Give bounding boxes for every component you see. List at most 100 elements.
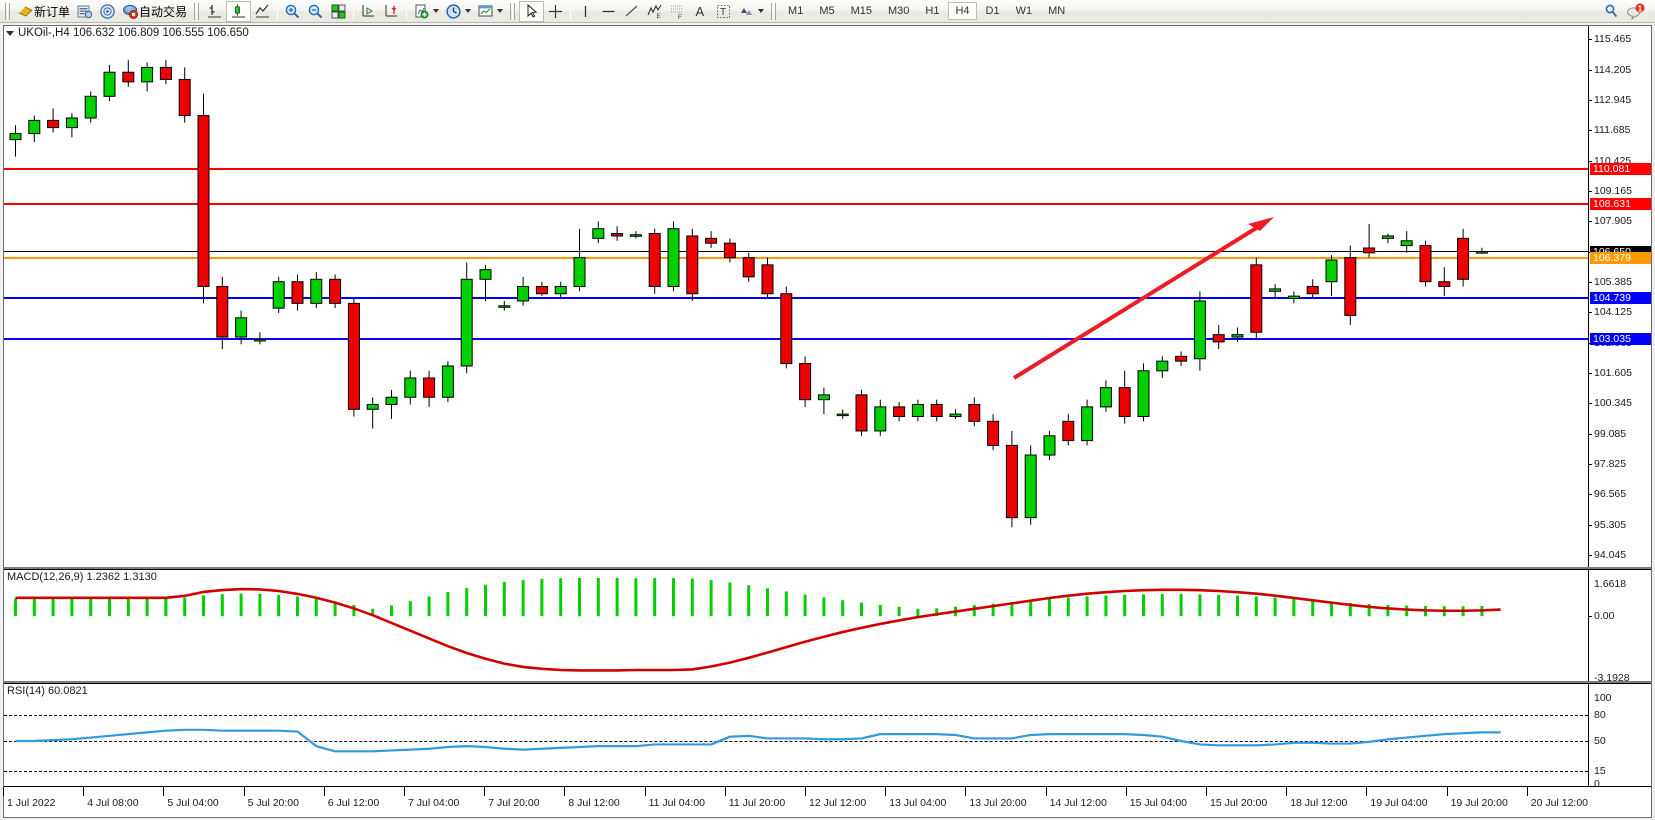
price-axis-tick [1589, 221, 1592, 223]
rsi-plot-area[interactable] [4, 684, 1588, 787]
elliott-wave-button[interactable]: E [643, 1, 666, 22]
timeframe-h4[interactable]: H4 [948, 2, 977, 20]
timeframe-m5[interactable]: M5 [819, 5, 835, 17]
chart-scrollbar[interactable] [1653, 25, 1655, 818]
resistance-level-2-line[interactable] [4, 202, 1588, 205]
time-axis-label: 15 Jul 20:00 [1210, 797, 1268, 809]
shift-end-button[interactable] [357, 1, 380, 22]
pivot-level-badge[interactable]: 106.379 [1590, 252, 1651, 265]
time-axis-label: 19 Jul 04:00 [1370, 797, 1428, 809]
chevron-down-icon-2[interactable] [465, 9, 472, 13]
line-chart-button[interactable] [251, 1, 274, 22]
support-level-1-line[interactable] [4, 296, 1588, 299]
time-axis-label: 7 Jul 20:00 [488, 797, 540, 809]
time-axis-label: 5 Jul 20:00 [247, 797, 299, 809]
rsi-axis: 100 80 50 15 0 [1588, 684, 1651, 790]
time-axis-tick [1286, 787, 1288, 796]
auto-trading-button[interactable]: 自动交易 [119, 1, 190, 22]
time-axis-label: 12 Jul 12:00 [809, 797, 867, 809]
horizontal-line-button[interactable] [597, 1, 620, 22]
timeframe-mn[interactable]: MN [1048, 5, 1066, 17]
support-level-2-badge[interactable]: 103.035 [1590, 332, 1651, 345]
market-watch-button[interactable] [96, 1, 119, 22]
timeframe-h1[interactable]: H1 [925, 5, 940, 17]
chevron-down-icon-3[interactable] [497, 9, 504, 13]
chevron-down-icon[interactable] [433, 9, 440, 13]
pivot-level-line[interactable] [4, 257, 1588, 260]
shift-end-icon [360, 3, 377, 20]
rsi-axis-label: 0 [1594, 778, 1600, 790]
support-level-2-line[interactable] [4, 337, 1588, 340]
price-pane[interactable]: UKOil-,H4 106.632 106.809 106.555 106.65… [4, 26, 1651, 567]
profiles-button[interactable] [73, 1, 96, 22]
fibonacci-button[interactable]: F [666, 1, 689, 22]
resistance-level-2-badge[interactable]: 108.631 [1590, 197, 1651, 210]
price-axis-label: 104.125 [1594, 306, 1632, 319]
time-axis-label: 11 Jul 20:00 [728, 797, 786, 809]
svg-text:F: F [678, 15, 682, 20]
price-axis-label: 105.385 [1594, 276, 1632, 289]
timeframe-m30[interactable]: M30 [888, 5, 910, 17]
crosshair-button[interactable] [544, 1, 567, 22]
chart-window[interactable]: UKOil-,H4 106.632 106.809 106.555 106.65… [3, 25, 1652, 818]
tile-windows-button[interactable] [327, 1, 350, 22]
trendline-button[interactable] [620, 1, 643, 22]
period-button[interactable] [442, 1, 474, 22]
resistance-level-1-badge[interactable]: 110.081 [1590, 162, 1651, 175]
time-axis-tick [484, 787, 486, 796]
text-label-button[interactable]: T [712, 1, 735, 22]
shapes-button[interactable] [735, 1, 767, 22]
chart-title-text: UKOil-,H4 106.632 106.809 106.555 106.65… [18, 27, 249, 39]
templates-button[interactable] [474, 1, 506, 22]
time-axis-tick [805, 787, 806, 796]
toolbar-grip-4[interactable] [771, 2, 777, 20]
cursor-button[interactable] [519, 0, 545, 22]
last-price-line[interactable] [4, 250, 1588, 252]
timeframe-w1[interactable]: W1 [1015, 5, 1033, 17]
toolbar-grip-2[interactable] [194, 2, 200, 20]
new-order-button[interactable]: 新订单 [14, 1, 73, 22]
alerts-button[interactable]: 1 [1623, 1, 1649, 22]
text-button[interactable]: A [689, 1, 712, 22]
time-axis-tick [243, 787, 245, 796]
vertical-line-button[interactable] [574, 1, 597, 22]
rsi-axis-label: 15 [1594, 765, 1606, 778]
rsi-pane[interactable]: RSI(14) 60.0821 100 80 50 15 0 [4, 683, 1651, 790]
candlestick-chart-button[interactable] [226, 0, 252, 22]
toolbar-separator-4 [570, 2, 572, 20]
time-axis-tick [323, 787, 325, 796]
chart-shift-icon [383, 3, 400, 20]
tile-windows-icon [330, 3, 347, 20]
timeframe-m15[interactable]: M15 [850, 5, 872, 17]
chevron-down-icon-4[interactable] [758, 9, 765, 13]
chart-shift-button[interactable] [380, 1, 403, 22]
price-axis-label: 114.205 [1594, 63, 1632, 76]
time-axis-tick [163, 787, 165, 796]
macd-axis: 1.6618 0.00 -3.1928 [1588, 570, 1651, 684]
price-axis-label: 115.465 [1594, 33, 1632, 46]
macd-pane[interactable]: MACD(12,26,9) 1.2362 1.3130 1.6618 0.00 -3… [4, 569, 1651, 684]
time-axis-label: 13 Jul 20:00 [969, 797, 1027, 809]
indicators-button[interactable] [410, 1, 442, 22]
up-trend-arrow[interactable] [4, 26, 1588, 567]
zoom-in-button[interactable] [281, 1, 304, 22]
timeframe-d1[interactable]: D1 [985, 5, 1000, 17]
zoom-in-icon [284, 3, 301, 20]
price-plot-area[interactable] [4, 26, 1588, 567]
search-button[interactable] [1600, 1, 1623, 22]
toolbar-grip[interactable] [5, 2, 10, 20]
price-axis[interactable]: 115.465 114.205 112.945 111.685 110.425 109.1… [1588, 26, 1651, 567]
pane-divider-2[interactable] [4, 681, 1651, 683]
toolbar-grip-3[interactable] [510, 2, 516, 20]
chart-menu-caret-icon[interactable] [6, 30, 14, 36]
time-axis-tick [83, 787, 85, 796]
pane-divider-1[interactable] [4, 567, 1651, 569]
support-level-1-badge[interactable]: 104.739 [1590, 291, 1651, 304]
resistance-level-1-line[interactable] [4, 167, 1588, 170]
timeframe-m1[interactable]: M1 [788, 5, 804, 17]
time-axis[interactable]: 1 Jul 2022 4 Jul 08:00 5 Jul 04:00 5 Jul 20… [3, 786, 1651, 817]
macd-plot-area[interactable] [4, 570, 1588, 681]
zoom-out-button[interactable] [304, 1, 327, 22]
bar-chart-button[interactable] [203, 1, 226, 22]
